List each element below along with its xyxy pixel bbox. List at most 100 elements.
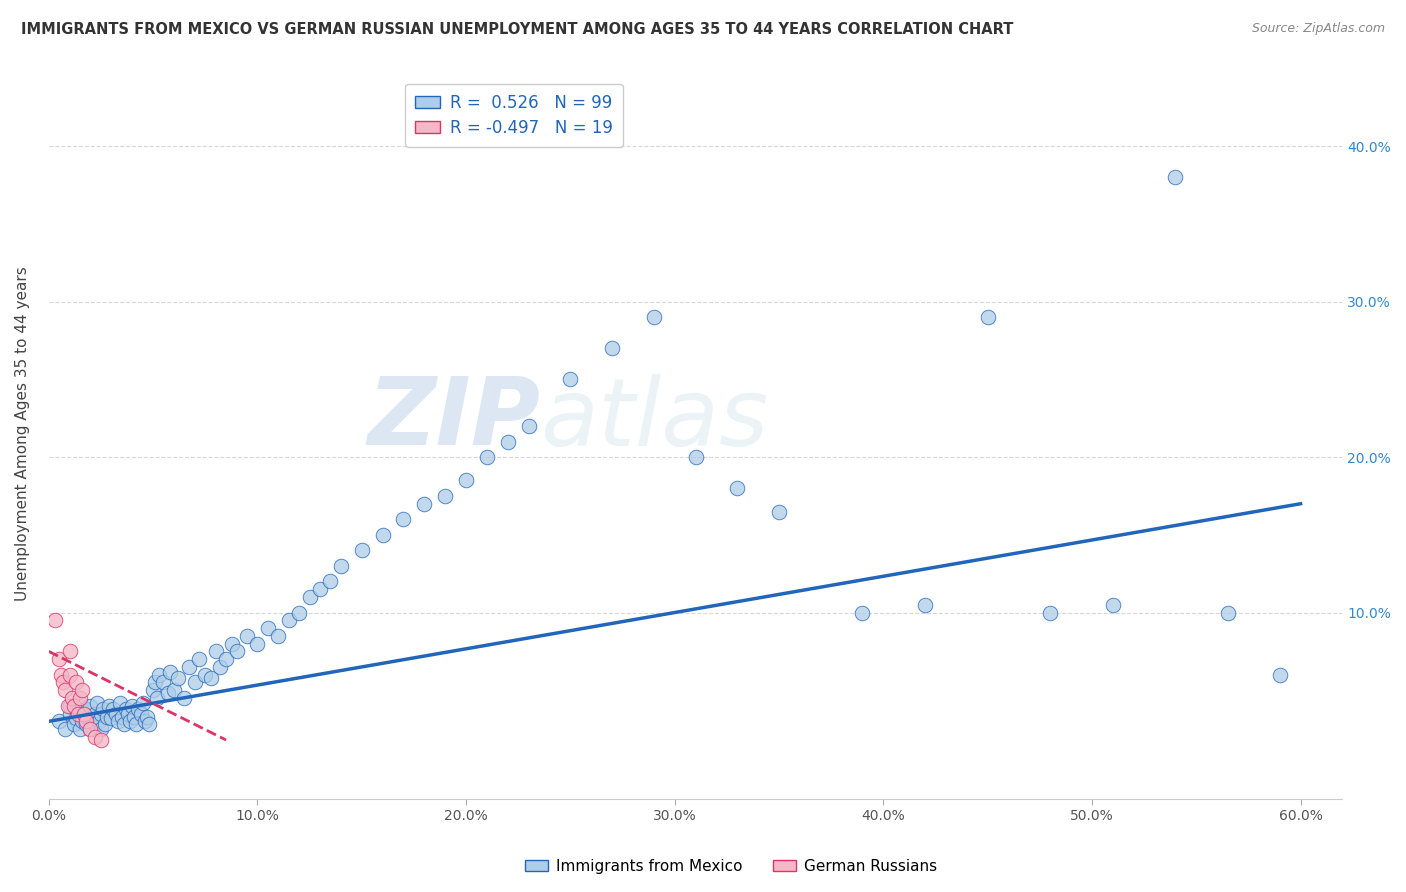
Point (83, 730, 105, 744)
Point (52, 675, 75, 690)
Text: IMMIGRANTS FROM MEXICO VS GERMAN RUSSIAN UNEMPLOYMENT AMONG AGES 35 TO 44 YEARS : IMMIGRANTS FROM MEXICO VS GERMAN RUSSIAN… (21, 22, 1014, 37)
Point (127, 702, 149, 716)
Point (48, 652, 70, 666)
Point (66, 702, 89, 716)
Point (851, 606, 873, 620)
Point (69, 722, 91, 736)
Point (117, 706, 139, 721)
Point (111, 709, 134, 723)
Point (44, 613, 66, 627)
Point (350, 543, 373, 558)
Text: Source: ZipAtlas.com: Source: ZipAtlas.com (1251, 22, 1385, 36)
Point (685, 450, 707, 464)
Point (69, 696, 91, 710)
Text: atlas: atlas (540, 374, 769, 465)
Point (94, 717, 117, 731)
Point (115, 702, 138, 716)
Point (725, 481, 748, 495)
Point (298, 590, 321, 604)
Point (768, 504, 790, 518)
Point (454, 474, 477, 488)
Point (59, 644, 82, 658)
Point (65, 675, 87, 690)
Point (496, 434, 519, 449)
Point (159, 665, 181, 679)
Point (188, 652, 211, 666)
Point (204, 644, 226, 658)
Point (1164, 170, 1187, 185)
Point (319, 574, 342, 589)
Point (560, 372, 582, 386)
Point (55, 722, 77, 736)
Point (125, 717, 148, 731)
Point (267, 629, 290, 643)
Point (70, 714, 93, 729)
Point (177, 660, 200, 674)
Point (82, 714, 104, 729)
Point (143, 675, 166, 690)
Point (98, 698, 121, 713)
Point (131, 696, 153, 710)
Point (135, 709, 157, 723)
Point (79, 722, 101, 736)
Point (142, 683, 165, 698)
Point (329, 558, 352, 573)
Point (976, 310, 998, 325)
Point (83, 717, 105, 731)
Point (277, 613, 299, 627)
Point (59, 698, 82, 713)
Point (221, 637, 243, 651)
Point (1268, 667, 1291, 681)
Point (103, 702, 125, 716)
Point (124, 709, 146, 723)
Point (138, 717, 160, 731)
Point (108, 696, 131, 710)
Point (200, 671, 222, 685)
Point (600, 341, 623, 355)
Point (69, 691, 91, 706)
Point (371, 528, 394, 542)
Point (75, 717, 97, 731)
Point (79, 698, 101, 713)
Point (77, 709, 100, 723)
Point (256, 621, 278, 635)
Point (1039, 606, 1062, 620)
Point (83, 706, 105, 721)
Point (129, 706, 152, 721)
Point (75, 714, 97, 729)
Legend: Immigrants from Mexico, German Russians: Immigrants from Mexico, German Russians (519, 853, 943, 880)
Point (475, 450, 498, 464)
Point (59, 706, 82, 721)
Point (56, 698, 79, 713)
Y-axis label: Unemployment Among Ages 35 to 44 years: Unemployment Among Ages 35 to 44 years (15, 267, 30, 601)
Point (51, 667, 73, 681)
Point (55, 683, 77, 698)
Point (215, 652, 238, 666)
Point (148, 667, 170, 681)
Point (87, 714, 110, 729)
Point (90, 733, 112, 747)
Point (173, 691, 195, 706)
Point (163, 683, 186, 698)
Point (914, 598, 936, 612)
Point (309, 582, 332, 597)
Point (208, 660, 231, 674)
Point (75, 702, 97, 716)
Point (225, 644, 247, 658)
Point (65, 711, 87, 725)
Point (107, 714, 129, 729)
Text: ZIP: ZIP (367, 373, 540, 466)
Point (413, 497, 436, 511)
Point (66, 706, 89, 721)
Point (184, 675, 207, 690)
Point (90, 706, 112, 721)
Point (62, 717, 84, 731)
Point (194, 667, 217, 681)
Point (90, 722, 112, 736)
Point (48, 714, 70, 729)
Point (1216, 606, 1239, 620)
Point (121, 698, 143, 713)
Point (73, 706, 96, 721)
Point (96, 709, 118, 723)
Point (70, 683, 93, 698)
